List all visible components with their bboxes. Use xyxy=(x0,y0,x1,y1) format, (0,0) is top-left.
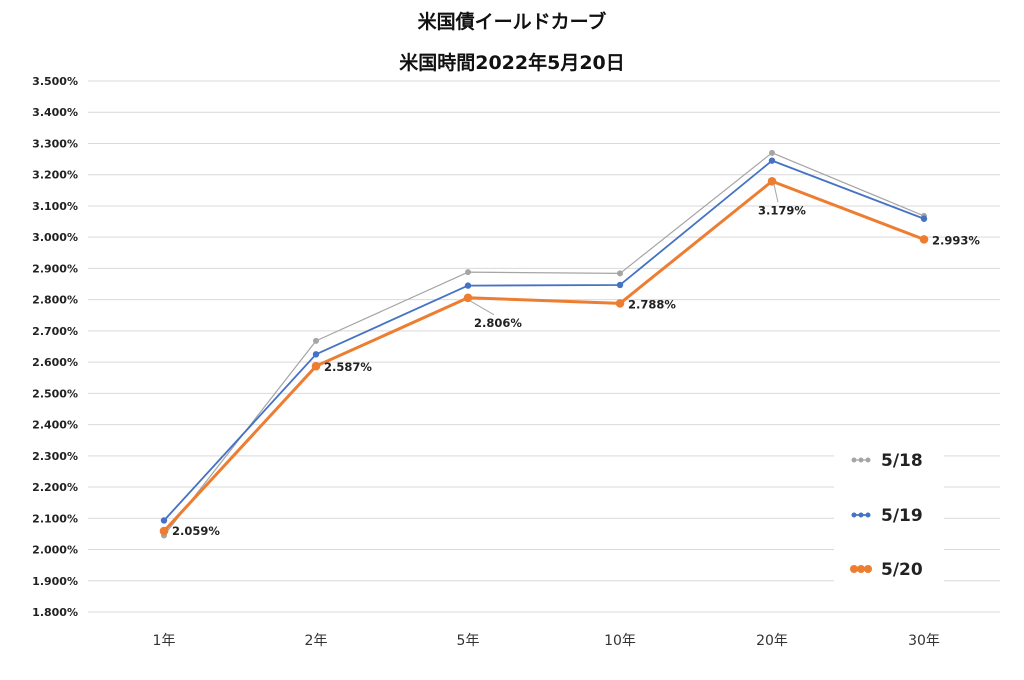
legend-marker xyxy=(858,457,864,463)
series-line-5-20 xyxy=(162,179,925,533)
series-point-5-20 xyxy=(919,235,929,244)
series-lines xyxy=(159,149,929,539)
x-tick-label: 5年 xyxy=(457,633,480,649)
x-tick-label: 1年 xyxy=(153,633,176,649)
y-tick-label: 3.100% xyxy=(32,200,78,213)
x-tick-label: 20年 xyxy=(756,633,788,649)
series-point-5-20 xyxy=(463,293,473,303)
y-tick-label: 2.100% xyxy=(32,512,78,525)
y-tick-label: 2.800% xyxy=(32,294,78,307)
series-line-5-19 xyxy=(163,159,925,522)
y-tick-label: 3.000% xyxy=(32,231,78,244)
y-tick-label: 1.800% xyxy=(32,606,78,619)
legend-marker xyxy=(865,457,871,463)
data-label: 2.993% xyxy=(932,233,980,247)
legend-marker xyxy=(851,512,857,518)
legend-label: 5/18 xyxy=(881,451,923,471)
data-label-leader xyxy=(469,300,495,316)
y-axis-ticks: 1.800% 1.900% 2.000% 2.100% 2.200% 2.300% 2.40… xyxy=(32,75,78,619)
data-labels: 2.059% 2.587% 2.806% 2.788% 3.179% 2.993% xyxy=(172,184,980,538)
x-tick-label: 2年 xyxy=(305,633,328,649)
x-axis-ticks: 1年 2年 5年 10年 20年 30年 xyxy=(153,633,940,649)
y-tick-label: 2.600% xyxy=(32,356,78,369)
legend: 5/18 5/19 5/20 xyxy=(834,436,944,596)
legend-marker xyxy=(851,457,857,463)
y-tick-label: 3.400% xyxy=(32,106,78,119)
data-label: 2.806% xyxy=(474,316,522,330)
series-point-5-20 xyxy=(311,361,321,371)
data-label: 2.788% xyxy=(628,297,676,311)
chart-title: 米国債イールドカーブ xyxy=(418,10,607,33)
chart-subtitle: 米国時間2022年5月20日 xyxy=(399,51,625,74)
series-point-5-19 xyxy=(920,215,928,222)
series-point-5-18 xyxy=(313,337,319,344)
series-line-5-18 xyxy=(163,152,925,536)
y-tick-label: 2.700% xyxy=(32,325,78,338)
legend-label: 5/19 xyxy=(881,506,923,526)
data-label-leader xyxy=(773,184,779,203)
y-tick-label: 3.300% xyxy=(32,137,78,150)
series-point-5-20 xyxy=(767,176,777,186)
y-tick-label: 3.500% xyxy=(32,75,78,88)
legend-marker xyxy=(865,512,871,518)
legend-marker xyxy=(864,565,872,573)
series-point-5-19 xyxy=(312,351,320,358)
series-point-5-20 xyxy=(615,299,625,308)
series-point-5-18 xyxy=(769,149,775,156)
data-label: 2.587% xyxy=(324,360,372,374)
series-point-5-20 xyxy=(159,526,169,536)
data-label: 2.059% xyxy=(172,524,220,538)
legend-label: 5/20 xyxy=(881,560,923,580)
series-point-5-19 xyxy=(616,281,624,289)
y-tick-label: 2.200% xyxy=(32,481,78,494)
series-point-5-19 xyxy=(160,517,168,524)
y-tick-label: 2.000% xyxy=(32,544,78,557)
x-tick-label: 10年 xyxy=(604,633,636,649)
y-tick-label: 1.900% xyxy=(32,575,78,588)
y-tick-label: 2.900% xyxy=(32,262,78,275)
y-tick-label: 3.200% xyxy=(32,169,78,182)
x-tick-label: 30年 xyxy=(908,633,940,649)
data-label: 3.179% xyxy=(758,203,806,217)
series-point-5-19 xyxy=(768,157,776,164)
y-tick-label: 2.300% xyxy=(32,450,78,463)
series-point-5-18 xyxy=(465,269,471,276)
legend-marker xyxy=(857,565,865,573)
gridlines xyxy=(88,80,1000,613)
legend-marker xyxy=(850,565,858,573)
series-point-5-18 xyxy=(617,270,623,277)
series-point-5-19 xyxy=(464,282,472,289)
y-tick-label: 2.500% xyxy=(32,387,78,400)
y-tick-label: 2.400% xyxy=(32,419,78,432)
legend-marker xyxy=(858,512,864,518)
